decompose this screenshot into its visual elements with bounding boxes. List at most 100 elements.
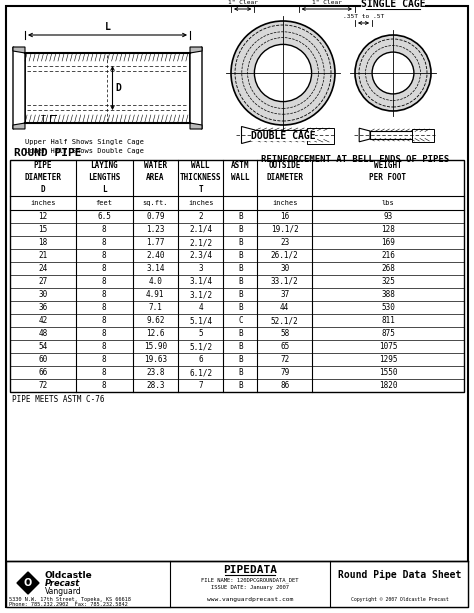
- Text: sq.ft.: sq.ft.: [143, 200, 168, 206]
- Bar: [25, 53, 190, 123]
- Text: Precast: Precast: [45, 579, 80, 587]
- Text: 18: 18: [38, 238, 47, 247]
- Text: 7.1: 7.1: [148, 303, 162, 312]
- Text: 12: 12: [38, 212, 47, 221]
- Text: Oldcastle: Oldcastle: [45, 571, 93, 579]
- Polygon shape: [17, 572, 39, 594]
- Text: B: B: [238, 212, 243, 221]
- Text: 52.1/2: 52.1/2: [271, 316, 299, 325]
- Text: 530: 530: [381, 303, 395, 312]
- Text: LAYING: LAYING: [91, 161, 118, 170]
- Text: FILE NAME: 120DPCGROUNDATA_DET: FILE NAME: 120DPCGROUNDATA_DET: [201, 577, 299, 583]
- Text: Round Pipe Data Sheet: Round Pipe Data Sheet: [338, 570, 462, 580]
- Text: 44: 44: [280, 303, 289, 312]
- Text: B: B: [238, 264, 243, 273]
- Text: 811: 811: [381, 316, 395, 325]
- Text: 3.1/4: 3.1/4: [189, 277, 212, 286]
- Text: B: B: [238, 342, 243, 351]
- Text: D: D: [116, 83, 121, 93]
- Circle shape: [372, 52, 414, 94]
- Polygon shape: [13, 47, 25, 53]
- Text: 4: 4: [198, 303, 203, 312]
- Bar: [255, 130, 330, 140]
- Text: 37: 37: [280, 290, 289, 299]
- Text: C: C: [238, 316, 243, 325]
- Circle shape: [231, 21, 335, 125]
- Text: B: B: [238, 225, 243, 234]
- Text: 1" Clear: 1" Clear: [312, 0, 342, 5]
- Text: L: L: [105, 22, 110, 32]
- Text: 3: 3: [198, 264, 203, 273]
- Text: 388: 388: [381, 290, 395, 299]
- Text: 216: 216: [381, 251, 395, 260]
- Text: 2: 2: [198, 212, 203, 221]
- Circle shape: [255, 44, 311, 102]
- Text: Phone: 785.232.2902  Fax: 785.232.5842: Phone: 785.232.2902 Fax: 785.232.5842: [9, 603, 128, 607]
- Text: ROUND PIPE: ROUND PIPE: [14, 148, 82, 158]
- Text: WATER: WATER: [144, 161, 167, 170]
- Polygon shape: [359, 128, 370, 142]
- Text: 42: 42: [38, 316, 47, 325]
- Text: inches: inches: [188, 200, 213, 206]
- Text: 2.40: 2.40: [146, 251, 164, 260]
- Text: AREA: AREA: [146, 173, 164, 183]
- Text: 1075: 1075: [379, 342, 397, 351]
- Text: SINGLE CAGE: SINGLE CAGE: [361, 0, 425, 9]
- Text: 30: 30: [38, 290, 47, 299]
- Text: 19.63: 19.63: [144, 355, 167, 364]
- Text: B: B: [238, 355, 243, 364]
- Text: B: B: [238, 381, 243, 390]
- Text: 3.14: 3.14: [146, 264, 164, 273]
- Text: 93: 93: [383, 212, 392, 221]
- Text: WEIGHT: WEIGHT: [374, 161, 402, 170]
- Text: B: B: [238, 277, 243, 286]
- Text: PIPE MEETS ASTM C-76: PIPE MEETS ASTM C-76: [12, 395, 104, 404]
- Text: 65: 65: [280, 342, 289, 351]
- Text: B: B: [238, 251, 243, 260]
- Text: 33.1/2: 33.1/2: [271, 277, 299, 286]
- Text: 5: 5: [198, 329, 203, 338]
- Text: 12.6: 12.6: [146, 329, 164, 338]
- Polygon shape: [190, 47, 202, 53]
- Text: PIPE: PIPE: [34, 161, 52, 170]
- Text: 6.1/2: 6.1/2: [189, 368, 212, 377]
- Text: feet: feet: [96, 200, 113, 206]
- Text: 36: 36: [38, 303, 47, 312]
- Text: PER FOOT: PER FOOT: [369, 173, 406, 183]
- Text: WALL: WALL: [231, 173, 250, 183]
- Text: 60: 60: [38, 355, 47, 364]
- Text: 72: 72: [38, 381, 47, 390]
- Text: 5.1/2: 5.1/2: [189, 342, 212, 351]
- Text: B: B: [238, 329, 243, 338]
- Text: 8: 8: [102, 264, 107, 273]
- Text: 5330 N.W. 17th Street, Topeka, KS 66618: 5330 N.W. 17th Street, Topeka, KS 66618: [9, 598, 131, 603]
- Text: B: B: [238, 303, 243, 312]
- Text: 86: 86: [280, 381, 289, 390]
- Text: 26.1/2: 26.1/2: [271, 251, 299, 260]
- Text: 21: 21: [38, 251, 47, 260]
- Text: 8: 8: [102, 251, 107, 260]
- Text: www.vanguardprecast.com: www.vanguardprecast.com: [207, 596, 293, 601]
- Text: 23.8: 23.8: [146, 368, 164, 377]
- Bar: [6, 561, 468, 607]
- Text: 27: 27: [38, 277, 47, 286]
- Text: 1550: 1550: [379, 368, 397, 377]
- Text: D: D: [41, 186, 45, 194]
- Text: 7: 7: [198, 381, 203, 390]
- Bar: [308, 128, 335, 144]
- Text: 66: 66: [38, 368, 47, 377]
- Text: 128: 128: [381, 225, 395, 234]
- Text: ASTM: ASTM: [231, 161, 250, 170]
- Text: THICKNESS: THICKNESS: [180, 173, 221, 183]
- Text: 28.3: 28.3: [146, 381, 164, 390]
- Text: 8: 8: [102, 238, 107, 247]
- Text: 325: 325: [381, 277, 395, 286]
- Polygon shape: [13, 47, 25, 129]
- Text: 15: 15: [38, 225, 47, 234]
- Text: O: O: [24, 578, 32, 588]
- Text: 24: 24: [38, 264, 47, 273]
- Text: B: B: [238, 290, 243, 299]
- Text: 4.0: 4.0: [148, 277, 162, 286]
- Text: inches: inches: [272, 200, 297, 206]
- Text: 8: 8: [102, 329, 107, 338]
